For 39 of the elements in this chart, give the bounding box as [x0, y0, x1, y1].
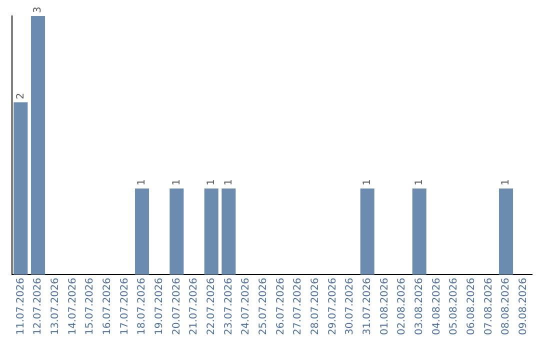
- data-label: 3: [32, 6, 44, 13]
- x-tick-label: 05.08.2026: [448, 278, 460, 336]
- x-tick-label: 18.07.2026: [136, 278, 148, 336]
- x-tick-label: 02.08.2026: [396, 278, 408, 336]
- x-tick-label: 01.08.2026: [379, 278, 390, 336]
- x-tick-label: 11.07.2026: [15, 278, 26, 336]
- x-tick-label: 17.07.2026: [119, 278, 130, 336]
- data-label: 1: [223, 179, 234, 186]
- x-tick-label: 06.08.2026: [466, 278, 477, 336]
- x-tick-label: 03.08.2026: [414, 278, 425, 336]
- x-tick-label: 08.08.2026: [500, 278, 512, 336]
- x-tick-label: 24.07.2026: [240, 278, 252, 336]
- data-label: 1: [136, 179, 148, 186]
- x-tick-label: 30.07.2026: [344, 278, 356, 336]
- x-tick-label: 31.07.2026: [362, 278, 373, 336]
- x-tick-label: 12.07.2026: [32, 278, 44, 336]
- x-tick-label: 25.07.2026: [258, 278, 269, 336]
- data-label: 1: [171, 179, 182, 186]
- x-tick-label: 26.07.2026: [275, 278, 286, 336]
- x-tick-label: 16.07.2026: [102, 278, 113, 336]
- x-tick-label: 29.07.2026: [327, 278, 338, 336]
- x-tick-label: 22.07.2026: [206, 278, 217, 336]
- data-label: 2: [15, 92, 26, 100]
- x-tick-label: 07.08.2026: [483, 278, 494, 336]
- x-tick-label: 04.08.2026: [431, 278, 442, 336]
- x-tick-label: 23.07.2026: [223, 278, 234, 336]
- x-tick-label: 28.07.2026: [310, 278, 321, 336]
- data-label: 1: [362, 179, 373, 186]
- x-tick-label: 19.07.2026: [154, 278, 165, 336]
- data-label: 1: [206, 179, 217, 186]
- data-label: 1: [500, 179, 512, 186]
- x-tick-label: 15.07.2026: [84, 278, 96, 336]
- x-tick-label: 21.07.2026: [188, 278, 200, 336]
- x-tick-label: 14.07.2026: [67, 278, 78, 336]
- x-tick-label: 13.07.2026: [50, 278, 61, 336]
- data-label: 1: [414, 179, 425, 186]
- x-tick-label: 09.08.2026: [518, 278, 529, 336]
- x-tick-label: 27.07.2026: [292, 278, 304, 336]
- x-tick-label: 20.07.2026: [171, 278, 182, 336]
